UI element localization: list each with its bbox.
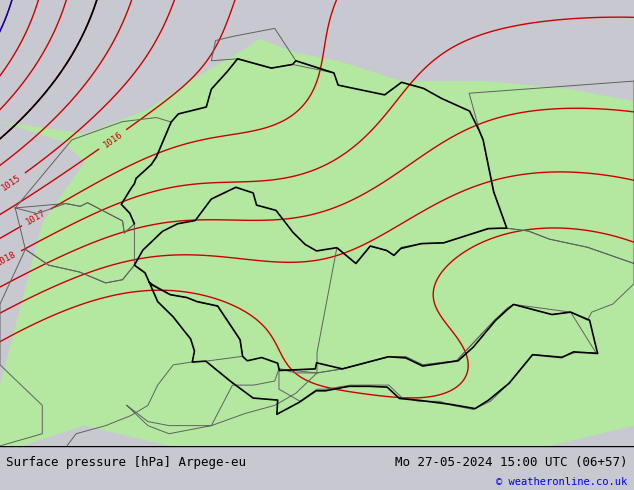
Polygon shape	[0, 426, 169, 446]
Text: 1017: 1017	[25, 208, 48, 227]
Text: Surface pressure [hPa] Arpege-eu: Surface pressure [hPa] Arpege-eu	[6, 456, 247, 469]
Text: 1016: 1016	[101, 129, 124, 149]
Polygon shape	[423, 426, 634, 446]
Text: Mo 27-05-2024 15:00 UTC (06+57): Mo 27-05-2024 15:00 UTC (06+57)	[395, 456, 628, 469]
Text: 1018: 1018	[0, 250, 18, 268]
Polygon shape	[0, 122, 84, 446]
Polygon shape	[275, 0, 634, 101]
Text: 1015: 1015	[0, 173, 23, 193]
Text: © weatheronline.co.uk: © weatheronline.co.uk	[496, 477, 628, 487]
Polygon shape	[211, 0, 401, 53]
Polygon shape	[0, 0, 275, 134]
